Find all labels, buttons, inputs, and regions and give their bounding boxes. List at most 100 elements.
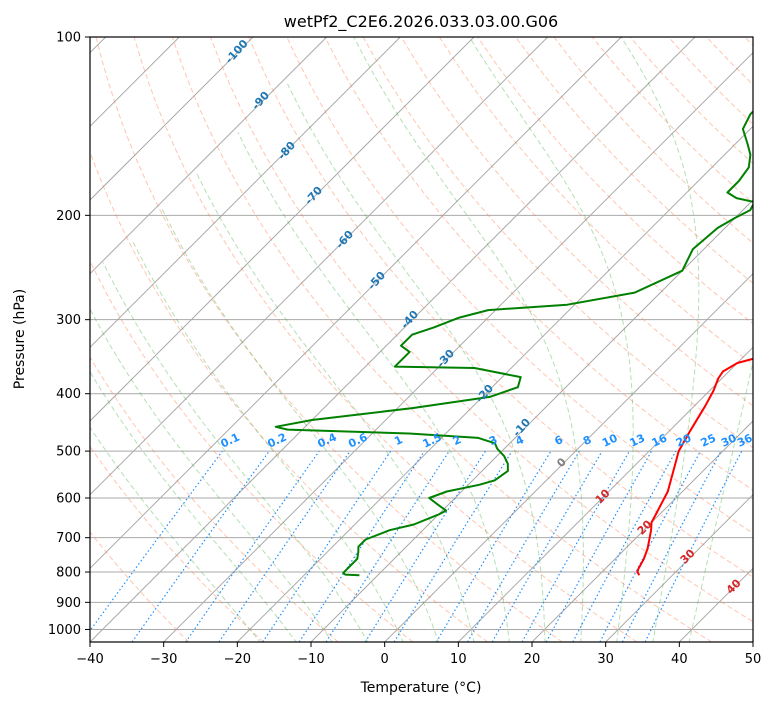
- mixing-ratio-line: [90, 450, 223, 632]
- x-axis-label: Temperature (°C): [360, 680, 482, 696]
- isotherm-gridline: [605, 493, 753, 642]
- isotherm-gridline: [384, 272, 753, 642]
- mixing-ratio-label: 13: [628, 431, 647, 449]
- y-tick-label: 500: [56, 445, 81, 460]
- dry-adiabat-line: [706, 37, 753, 86]
- moist-adiabat-line: [90, 370, 297, 642]
- y-tick-label: 100: [56, 31, 81, 46]
- x-tick-label: 10: [450, 652, 467, 667]
- isotherm-label: -90: [249, 89, 272, 113]
- x-tick-label: −40: [76, 652, 103, 667]
- moist-adiabat-line: [161, 208, 440, 642]
- x-tick-label: 40: [671, 652, 688, 667]
- mixing-ratio-label: 10: [600, 431, 620, 449]
- y-tick-label: 200: [56, 209, 81, 224]
- mixing-ratio-line: [599, 450, 702, 642]
- mixing-ratio-line: [185, 450, 320, 642]
- isotherm-label: -70: [302, 184, 325, 208]
- dry-adiabat-line: [90, 150, 488, 642]
- mixing-ratio-label: 4: [514, 433, 527, 448]
- x-tick-label: −20: [224, 652, 251, 667]
- y-tick-label: 300: [56, 313, 81, 328]
- chart-title: wetPf2_C2E6.2026.033.03.00.G06: [284, 12, 558, 32]
- dry-adiabat-line: [324, 37, 753, 491]
- y-axis-label: Pressure (hPa): [12, 289, 28, 389]
- dry-adiabat-line: [400, 37, 753, 407]
- mixing-ratio-label: 2: [451, 433, 463, 448]
- dry-adiabat-line: [171, 37, 712, 642]
- x-tick-label: 50: [745, 652, 762, 667]
- moist-adiabat-line: [688, 358, 753, 642]
- isotherm-gridline: [90, 37, 622, 570]
- isotherm-gridline: [531, 420, 753, 642]
- reference-line-labels: -100-90-80-70-60-50-40-30-20-100.1 0.2 0.4…: [219, 37, 755, 597]
- isotherm-gridline: [310, 199, 753, 642]
- isotherm-gridline: [90, 37, 696, 642]
- dry-adiabat-label: 10: [593, 486, 613, 506]
- mixing-ratio-line: [325, 450, 450, 642]
- x-tick-label: −30: [150, 652, 177, 667]
- mixing-ratio-line: [262, 450, 392, 642]
- moist-adiabat-line: [469, 37, 634, 642]
- dry-adiabat-label: 40: [724, 576, 744, 596]
- dry-adiabat-line: [95, 37, 563, 642]
- mixing-ratio-line: [644, 450, 743, 642]
- isotherm-gridline: [678, 567, 753, 642]
- mixing-ratio-label: 0.6: [346, 430, 369, 450]
- mixing-ratio-label: 0.1: [219, 431, 242, 451]
- moist-adiabat-line: [90, 308, 333, 642]
- isotherm-gridline: [90, 37, 254, 201]
- temperature-profile-line: [636, 357, 753, 576]
- moist-adiabat-line: [102, 262, 369, 642]
- mixing-ratio-label: 16: [650, 431, 670, 449]
- dry-adiabat-line: [438, 37, 753, 366]
- mixing-ratio-label: 36: [735, 431, 755, 449]
- mixing-ratio-line: [521, 450, 631, 642]
- mixing-ratio-line: [218, 450, 351, 642]
- x-tick-label: 0: [381, 652, 389, 667]
- background-reference-lines: [90, 37, 753, 642]
- mixing-ratio-line: [393, 450, 513, 642]
- isotherm-gridline: [163, 51, 753, 642]
- dry-adiabat-line: [248, 37, 753, 578]
- isotherm-label: -100: [223, 37, 251, 66]
- y-tick-label: 900: [56, 596, 81, 611]
- x-tick-label: 20: [524, 652, 541, 667]
- mixing-ratio-label: 0.4: [316, 430, 339, 450]
- dewpoint-profile-line: [274, 110, 753, 577]
- mixing-ratio-label: 30: [719, 431, 739, 449]
- dry-adiabat-line: [553, 37, 753, 244]
- mixing-ratio-label: 25: [699, 431, 718, 449]
- y-tick-label: 800: [56, 566, 81, 581]
- dry-adiabat-line: [362, 37, 753, 449]
- y-tick-label: 700: [56, 531, 81, 546]
- sounding-profiles: [274, 110, 753, 577]
- isotherm-gridline: [90, 37, 549, 496]
- dry-adiabat-label: 0: [554, 455, 569, 470]
- dry-adiabat-line: [90, 259, 414, 642]
- dry-adiabat-line: [133, 37, 638, 642]
- isotherm-gridline: [236, 125, 753, 642]
- x-tick-label: 30: [597, 652, 614, 667]
- y-tick-label: 400: [56, 387, 81, 402]
- moist-adiabat-line: [131, 239, 404, 642]
- mixing-ratio-line: [572, 450, 677, 642]
- plot-frame: [89, 36, 754, 643]
- isotherm-gridline: [457, 346, 753, 642]
- mixing-ratio-line: [131, 450, 270, 642]
- isotherm-gridline: [90, 37, 401, 349]
- x-tick-label: −10: [297, 652, 324, 667]
- dry-adiabat-line: [90, 356, 339, 642]
- isotherm-gridline: [752, 641, 753, 642]
- dry-adiabat-line: [210, 37, 753, 623]
- mixing-ratio-label: 1: [392, 433, 404, 448]
- moist-adiabat-line: [237, 132, 510, 642]
- mixing-ratio-line: [298, 450, 425, 642]
- mixing-ratio-label: 0.2: [266, 431, 289, 451]
- isotherm-gridline: [90, 37, 328, 275]
- y-tick-label: 600: [56, 492, 81, 507]
- isotherm-label: -50: [365, 269, 388, 293]
- y-tick-label: 1000: [48, 623, 81, 638]
- dry-adiabat-line: [90, 531, 190, 642]
